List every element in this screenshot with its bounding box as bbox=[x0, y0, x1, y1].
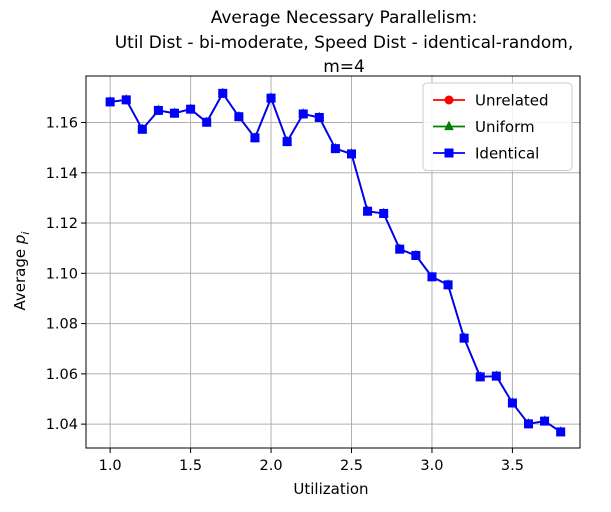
data-point-identical bbox=[153, 105, 163, 115]
data-point-identical bbox=[395, 244, 405, 254]
legend-marker-unrelated bbox=[444, 95, 454, 105]
legend-marker-uniform bbox=[444, 120, 454, 131]
y-axis-label-variable: p bbox=[11, 235, 29, 246]
data-point-identical bbox=[427, 272, 437, 282]
data-point-identical bbox=[121, 95, 131, 105]
y-axis-label-subscript: i bbox=[19, 232, 32, 235]
data-point-identical bbox=[105, 97, 115, 107]
series-layer bbox=[105, 87, 566, 437]
x-axis-ticks: 1.0 1.5 2.0 2.5 3.0 3.5 bbox=[99, 448, 524, 474]
y-tick-label: 1.14 bbox=[46, 166, 78, 182]
data-point-identical bbox=[234, 112, 244, 122]
y-tick-label: 1.04 bbox=[46, 417, 78, 433]
x-tick-label: 1.5 bbox=[179, 458, 202, 474]
data-point-identical bbox=[266, 93, 276, 103]
legend-marker-identical bbox=[444, 148, 454, 158]
data-point-identical bbox=[137, 124, 147, 134]
data-point-identical bbox=[282, 137, 292, 147]
legend-label-uniform: Uniform bbox=[475, 118, 535, 136]
y-tick-label: 1.16 bbox=[46, 116, 78, 132]
y-tick-label: 1.06 bbox=[46, 367, 78, 383]
legend-entry-unrelated: Unrelated bbox=[433, 92, 549, 110]
data-point-identical bbox=[475, 372, 485, 382]
data-point-identical bbox=[218, 88, 228, 98]
data-point-identical bbox=[540, 416, 550, 426]
x-tick-label: 2.0 bbox=[260, 458, 283, 474]
legend-label-unrelated: Unrelated bbox=[475, 92, 549, 110]
legend: Unrelated Uniform Identical bbox=[422, 82, 573, 171]
legend-box bbox=[422, 82, 573, 171]
data-point-identical bbox=[330, 144, 340, 154]
data-point-identical bbox=[314, 112, 324, 122]
data-point-identical bbox=[298, 109, 308, 119]
plot-frame bbox=[85, 75, 581, 449]
data-point-identical bbox=[379, 208, 389, 218]
data-point-identical bbox=[556, 427, 566, 437]
x-tick-label: 3.5 bbox=[501, 458, 524, 474]
data-point-identical bbox=[347, 149, 357, 159]
x-tick-label: 2.5 bbox=[340, 458, 363, 474]
chart-title-line-2: Util Dist - bi-moderate, Speed Dist - id… bbox=[115, 33, 574, 53]
chart-title-line-3: m=4 bbox=[323, 57, 365, 77]
x-tick-label: 3.0 bbox=[420, 458, 443, 474]
data-point-identical bbox=[186, 104, 196, 114]
series-identical bbox=[105, 88, 566, 437]
data-point-identical bbox=[459, 333, 469, 343]
chart-title-line-1: Average Necessary Parallelism: bbox=[211, 8, 478, 28]
data-point-identical bbox=[202, 117, 212, 127]
legend-entry-identical: Identical bbox=[433, 145, 539, 163]
legend-entry-uniform: Uniform bbox=[433, 118, 535, 136]
chart-title: Average Necessary Parallelism: Util Dist… bbox=[115, 8, 574, 77]
data-point-identical bbox=[170, 108, 180, 118]
y-tick-label: 1.08 bbox=[46, 317, 78, 333]
x-tick-label: 1.0 bbox=[99, 458, 122, 474]
data-point-identical bbox=[443, 280, 453, 290]
data-point-identical bbox=[363, 206, 373, 216]
y-axis-label: Average pi bbox=[11, 232, 32, 311]
y-axis-ticks: 1.04 1.06 1.08 1.10 1.12 1.14 1.16 bbox=[46, 116, 86, 433]
y-tick-label: 1.12 bbox=[46, 216, 78, 232]
data-point-identical bbox=[524, 419, 534, 429]
data-point-identical bbox=[411, 250, 421, 260]
data-point-identical bbox=[250, 133, 260, 143]
y-tick-label: 1.10 bbox=[46, 266, 78, 282]
x-axis-label: Utilization bbox=[293, 480, 368, 498]
y-axis-label-prefix: Average bbox=[11, 244, 29, 310]
data-point-identical bbox=[491, 371, 501, 381]
data-point-identical bbox=[507, 398, 517, 408]
legend-label-identical: Identical bbox=[475, 145, 539, 163]
